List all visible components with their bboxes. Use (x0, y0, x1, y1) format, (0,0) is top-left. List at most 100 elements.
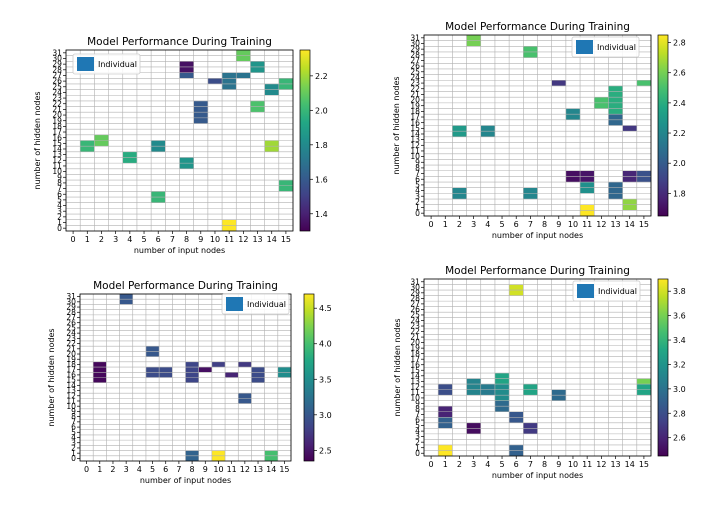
colorbar-tick-label: 2.2 (315, 72, 328, 81)
y-tick-label: 30 (410, 283, 420, 292)
heatmap-cell (159, 367, 173, 373)
heatmap-cell (523, 46, 538, 52)
y-tick-label: 10 (66, 402, 76, 411)
y-tick-label: 6 (415, 175, 420, 184)
x-tick-label: 11 (582, 220, 592, 229)
heatmap-cell (151, 146, 166, 152)
colorbar-tick-label: 1.4 (315, 210, 328, 219)
y-tick-label: 15 (410, 124, 420, 133)
heatmap-cell (636, 384, 651, 390)
y-tick-label: 6 (415, 416, 420, 425)
legend-swatch (576, 40, 593, 54)
x-tick-label: 9 (198, 235, 203, 244)
heatmap-cell (193, 117, 208, 124)
x-tick-label: 3 (471, 220, 476, 229)
x-tick-label: 15 (639, 460, 649, 469)
y-tick-label: 31 (410, 33, 420, 42)
colorbar-tick-label: 3.8 (673, 287, 686, 296)
heatmap-cell (466, 40, 481, 47)
y-tick-label: 9 (57, 173, 62, 182)
y-tick-label: 2 (71, 444, 76, 453)
x-axis-label: number of input nodes (492, 471, 583, 480)
heatmap-cell (494, 373, 510, 379)
legend: Individual (221, 293, 290, 315)
heatmap-cell (523, 422, 538, 429)
grid-lines (423, 278, 652, 457)
x-tick-label: 0 (71, 235, 76, 244)
heatmap-cell (145, 372, 160, 378)
y-tick-label: 26 (66, 318, 76, 327)
heatmap-cell (636, 176, 651, 183)
x-tick-label: 7 (528, 460, 533, 469)
colorbar-tick-label: 1.6 (315, 175, 328, 184)
y-tick-label: 21 (66, 344, 76, 353)
heatmap-cell (251, 372, 265, 378)
heatmap-cell (466, 428, 481, 434)
colorbar: 1.8 2.0 2.2 2.4 2.6 2.8 (657, 34, 686, 217)
x-tick-label: 9 (556, 220, 561, 229)
heatmap-cell (523, 428, 538, 434)
plot-frame (65, 49, 294, 232)
heatmap-cell (278, 185, 293, 192)
heatmap-cell (466, 378, 481, 385)
heatmap-cell (236, 72, 251, 79)
y-tick-label: 20 (66, 350, 76, 359)
y-tick-label: 16 (410, 118, 420, 127)
heatmap-cell (238, 398, 252, 404)
colorbar-tick-label: 1.8 (673, 189, 686, 198)
y-tick-label: 31 (66, 292, 76, 301)
colorbar-tick-label: 3.0 (673, 385, 686, 394)
heatmap-cell (236, 55, 251, 62)
y-tick-label: 21 (410, 90, 420, 99)
colorbar-tick-label: 3.5 (319, 375, 332, 384)
x-tick-label: 1 (85, 235, 90, 244)
colorbar-gradient (303, 293, 315, 462)
heatmap-cell (93, 377, 107, 383)
legend-label: Individual (597, 43, 636, 52)
y-tick-label: 11 (410, 147, 420, 156)
colorbar-tick-label: 3.0 (319, 411, 332, 420)
x-tick-label: 10 (568, 220, 578, 229)
legend-swatch (77, 57, 94, 71)
heatmap-cell (636, 80, 651, 86)
y-tick-label: 22 (410, 84, 420, 93)
heatmap-cell (438, 384, 453, 390)
y-tick-label: 12 (66, 391, 76, 400)
heatmap-cell (238, 393, 252, 399)
y-tick-label: 6 (57, 190, 62, 199)
legend: Individual (572, 280, 641, 302)
x-tick-label: 1 (97, 465, 102, 474)
x-tick-label: 4 (485, 460, 490, 469)
y-tick-label: 4 (415, 186, 420, 195)
y-tick-label: 8 (57, 179, 62, 188)
heatmap-cell (251, 377, 265, 383)
x-tick-label: 10 (213, 465, 223, 474)
heatmap-cell (193, 100, 208, 107)
y-tick-label: 14 (66, 381, 76, 390)
y-tick-label: 22 (410, 327, 420, 336)
heatmap-cell (193, 106, 208, 113)
x-tick-label: 13 (610, 460, 620, 469)
colorbar-tick-label: 2.8 (673, 409, 686, 418)
colorbar-tick-label: 3.2 (673, 360, 686, 369)
heatmap-cell (185, 372, 199, 378)
heatmap-cell (466, 35, 481, 41)
y-tick-label: 18 (410, 349, 420, 358)
x-tick-label: 12 (596, 220, 606, 229)
y-tick-label: 16 (66, 370, 76, 379)
heatmap-cell (509, 444, 524, 451)
y-axis-label: number of hidden nodes (47, 328, 56, 426)
heatmap-cell (608, 187, 623, 194)
y-tick-label: 13 (52, 150, 62, 159)
y-tick-label: 3 (415, 432, 420, 441)
y-tick-label: 24 (52, 88, 62, 97)
heatmap-cell (264, 140, 279, 147)
y-tick-label: 4 (71, 433, 76, 442)
legend-swatch (577, 284, 594, 298)
y-tick-label: 9 (415, 399, 420, 408)
y-tick-label: 14 (52, 145, 62, 154)
y-tick-label: 21 (410, 333, 420, 342)
